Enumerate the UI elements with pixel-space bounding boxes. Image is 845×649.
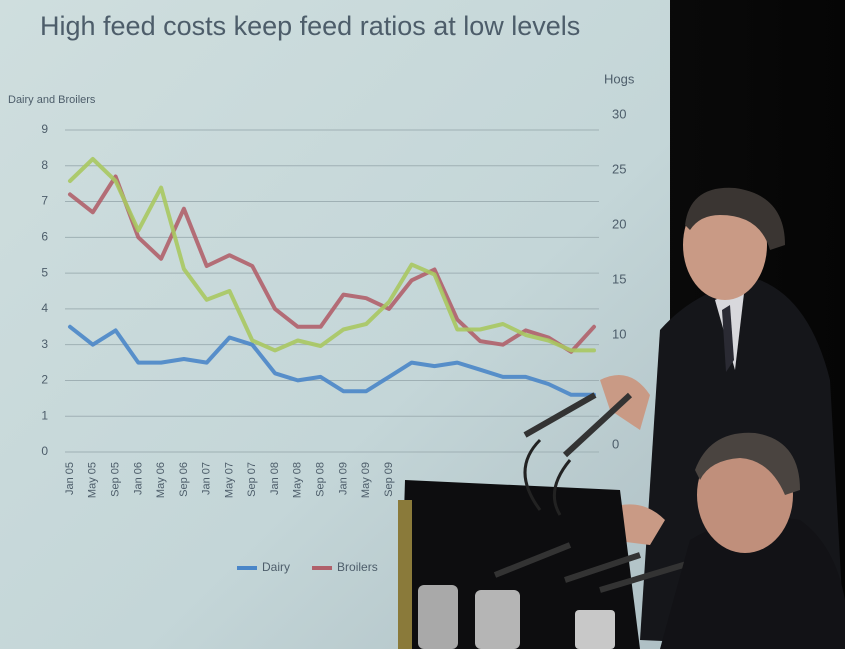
x-tick-label: Jan 06 [132, 462, 144, 495]
x-tick-label: Jan 09 [337, 462, 349, 495]
y-tick-label: 6 [41, 230, 48, 244]
y-tick-label: 1 [41, 408, 48, 422]
podium-edge [398, 500, 412, 649]
x-tick-label: Jan 05 [64, 462, 76, 495]
y-tick-label: 2 [41, 373, 48, 387]
y2-tick-label: 25 [612, 161, 626, 176]
y2-tick-label: 20 [612, 216, 626, 231]
series-line [68, 174, 596, 354]
pitcher [475, 590, 520, 649]
x-tick-label: May 09 [360, 462, 372, 498]
microphone [599, 560, 691, 593]
y2-axis-label: Hogs [604, 71, 635, 86]
seated-man-hair [695, 432, 800, 495]
y-tick-label: 3 [41, 337, 48, 351]
y-tick-label: 7 [41, 194, 48, 208]
y-axis-label: Dairy and Broilers [8, 94, 96, 106]
x-tick-label: May 05 [87, 462, 99, 498]
y-tick-label: 8 [41, 158, 48, 172]
x-tick-label: May 06 [155, 462, 167, 498]
x-tick-label: Sep 07 [246, 462, 258, 497]
y2-tick-label: 30 [612, 106, 626, 121]
y2-tick-label: 0 [612, 436, 619, 451]
speaker-tie [722, 305, 734, 372]
speaker-hair [685, 187, 785, 250]
x-tick-label: May 07 [223, 462, 235, 498]
series-line [68, 324, 596, 397]
y-tick-label: 4 [41, 301, 48, 315]
chart-title: High feed costs keep feed ratios at low … [40, 11, 580, 41]
x-tick-label: May 08 [292, 462, 304, 498]
pitcher [418, 585, 458, 649]
x-tick-label: Sep 08 [315, 462, 327, 497]
scene [398, 187, 845, 649]
legend-label: Dairy [262, 560, 290, 574]
x-tick-label: Jan 08 [269, 462, 281, 495]
microphone [564, 552, 641, 583]
y-tick-label: 0 [41, 444, 48, 458]
x-tick-label: Jan 07 [201, 462, 213, 495]
y2-tick-label: 10 [612, 326, 626, 341]
microphone [493, 542, 572, 578]
x-tick-label: Sep 06 [178, 462, 190, 497]
microphone [562, 392, 633, 458]
legend-label: Broilers [337, 560, 378, 574]
glass [575, 610, 615, 649]
microphone [523, 392, 597, 438]
mic-cable [523, 438, 572, 516]
y2-tick-label: 15 [612, 271, 626, 286]
y-tick-label: 5 [41, 265, 48, 279]
y-tick-label: 9 [41, 122, 48, 136]
seated-man-suit [660, 517, 845, 649]
series-line [68, 157, 596, 353]
x-tick-label: Sep 05 [109, 462, 121, 497]
x-tick-label: Sep 09 [383, 462, 395, 497]
